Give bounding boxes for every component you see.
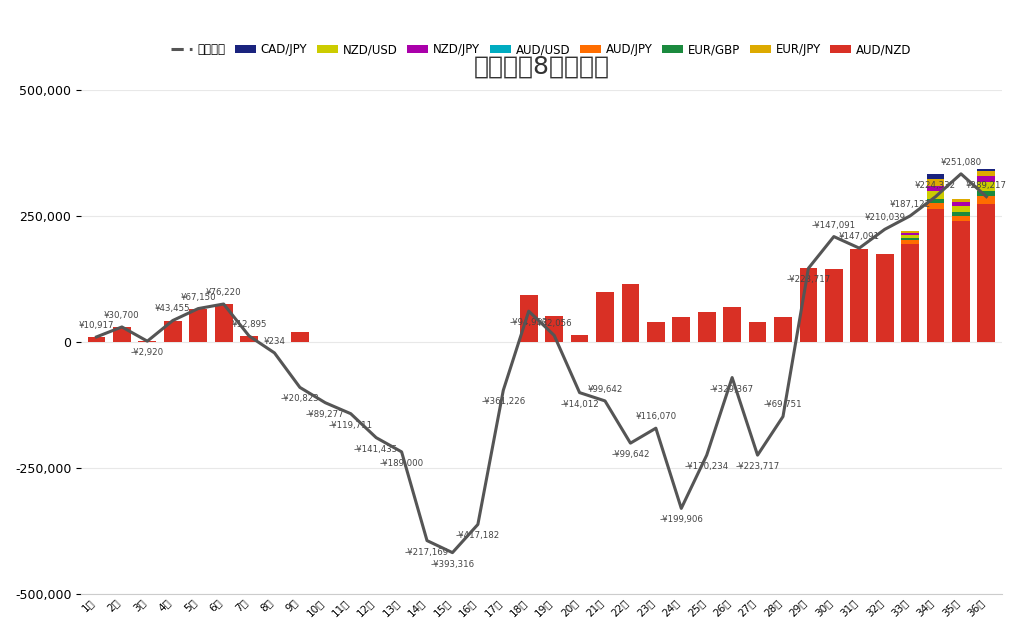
- Bar: [901, 235, 919, 237]
- Bar: [952, 216, 970, 221]
- Bar: [927, 209, 944, 342]
- Text: ¥187,122: ¥187,122: [890, 200, 931, 209]
- Text: -¥14,012: -¥14,012: [560, 399, 599, 409]
- Bar: [215, 304, 232, 342]
- Text: -¥217,169: -¥217,169: [404, 548, 450, 556]
- Bar: [901, 237, 919, 240]
- Bar: [952, 213, 970, 216]
- Text: ¥62,056: ¥62,056: [537, 319, 572, 329]
- Bar: [88, 337, 105, 342]
- Legend: 現実利益, CAD/JPY, NZD/USD, NZD/JPY, AUD/USD, AUD/JPY, EUR/GBP, EUR/JPY, AUD/NZD: 現実利益, CAD/JPY, NZD/USD, NZD/JPY, AUD/USD…: [167, 39, 916, 61]
- Bar: [850, 249, 868, 342]
- Bar: [241, 336, 258, 342]
- Bar: [596, 292, 614, 342]
- Bar: [901, 231, 919, 232]
- Text: ¥224,332: ¥224,332: [915, 180, 956, 190]
- Bar: [978, 191, 995, 196]
- Text: ¥10,917: ¥10,917: [79, 321, 115, 330]
- Bar: [927, 203, 944, 209]
- Bar: [876, 254, 894, 342]
- Bar: [978, 204, 995, 342]
- Text: -¥417,182: -¥417,182: [456, 532, 500, 541]
- Bar: [927, 174, 944, 179]
- Bar: [164, 320, 181, 342]
- Bar: [952, 221, 970, 342]
- Bar: [749, 322, 766, 342]
- Bar: [723, 307, 741, 342]
- Bar: [291, 332, 309, 342]
- Bar: [189, 308, 207, 342]
- Text: -¥199,906: -¥199,906: [659, 515, 703, 524]
- Bar: [113, 327, 131, 342]
- Bar: [927, 199, 944, 203]
- Bar: [978, 168, 995, 171]
- Text: -¥89,277: -¥89,277: [306, 410, 345, 419]
- Text: ¥210,039: ¥210,039: [864, 213, 905, 222]
- Bar: [673, 317, 690, 342]
- Text: -¥147,091: -¥147,091: [812, 220, 856, 230]
- Text: ¥43,455: ¥43,455: [155, 304, 190, 313]
- Bar: [647, 322, 665, 342]
- Text: -¥94,952: -¥94,952: [510, 318, 548, 327]
- Bar: [927, 191, 944, 199]
- Text: ¥67,150: ¥67,150: [180, 292, 216, 301]
- Text: -¥69,751: -¥69,751: [764, 401, 802, 410]
- Text: -¥361,226: -¥361,226: [481, 398, 525, 406]
- Text: ¥30,700: ¥30,700: [104, 311, 139, 320]
- Bar: [520, 294, 538, 342]
- Text: -¥329,367: -¥329,367: [710, 385, 755, 394]
- Bar: [901, 240, 919, 244]
- Text: -¥189,000: -¥189,000: [380, 459, 424, 468]
- Bar: [952, 206, 970, 213]
- Text: ¥12,895: ¥12,895: [231, 320, 267, 329]
- Bar: [927, 179, 944, 186]
- Bar: [952, 199, 970, 203]
- Title: トラリピ8通貨投資: トラリピ8通貨投資: [473, 55, 609, 78]
- Bar: [978, 196, 995, 204]
- Text: ¥289,217: ¥289,217: [966, 180, 1007, 190]
- Bar: [138, 341, 157, 342]
- Text: ¥234: ¥234: [263, 337, 286, 346]
- Text: -¥2,920: -¥2,920: [131, 348, 164, 357]
- Bar: [901, 244, 919, 342]
- Bar: [570, 335, 589, 342]
- Text: -¥170,234: -¥170,234: [685, 462, 729, 471]
- Bar: [952, 203, 970, 206]
- Bar: [622, 284, 639, 342]
- Text: ¥99,642: ¥99,642: [588, 385, 623, 394]
- Bar: [800, 268, 817, 342]
- Bar: [545, 316, 563, 342]
- Bar: [901, 232, 919, 235]
- Bar: [825, 270, 843, 342]
- Bar: [978, 182, 995, 191]
- Text: ¥251,080: ¥251,080: [940, 158, 982, 166]
- Text: ¥76,220: ¥76,220: [206, 288, 242, 297]
- Bar: [774, 317, 792, 342]
- Text: ¥116,070: ¥116,070: [635, 412, 677, 421]
- Bar: [978, 171, 995, 176]
- Text: -¥119,711: -¥119,711: [329, 421, 373, 430]
- Bar: [927, 186, 944, 191]
- Text: -¥223,717: -¥223,717: [786, 275, 830, 284]
- Bar: [978, 176, 995, 182]
- Text: ¥147,091: ¥147,091: [839, 232, 880, 241]
- Text: -¥393,316: -¥393,316: [430, 560, 474, 568]
- Bar: [697, 312, 716, 342]
- Text: -¥223,717: -¥223,717: [735, 462, 779, 471]
- Text: -¥99,642: -¥99,642: [611, 450, 649, 459]
- Text: -¥20,823: -¥20,823: [281, 394, 319, 403]
- Text: -¥141,435: -¥141,435: [354, 445, 398, 454]
